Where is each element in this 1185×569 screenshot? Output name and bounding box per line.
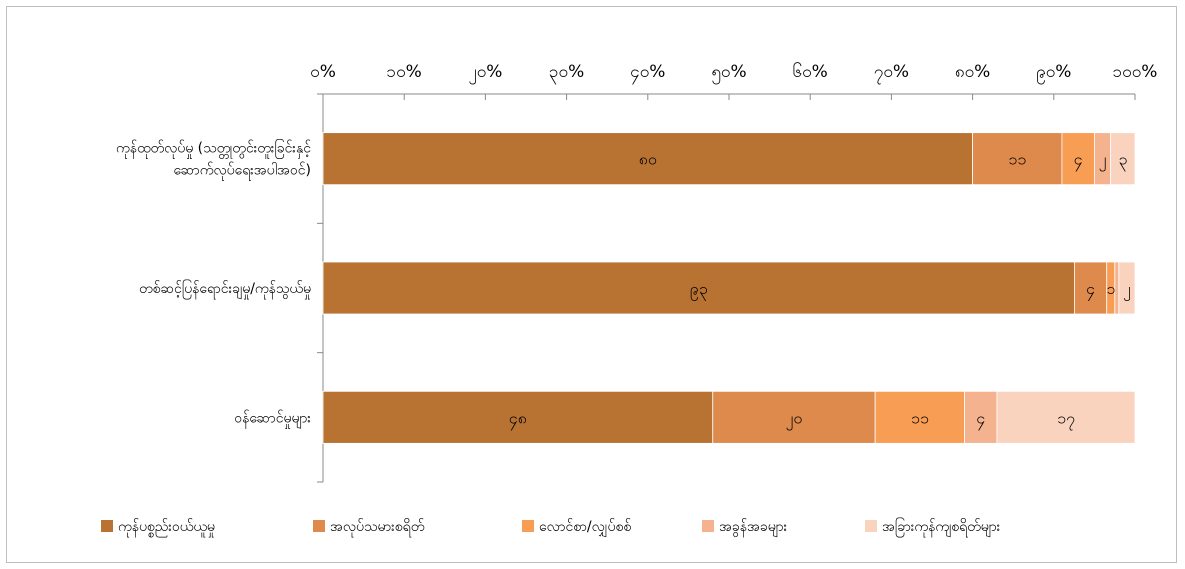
x-tick-label: ၁၀%: [387, 62, 422, 82]
data-label: ၂: [1123, 279, 1131, 301]
legend-label: လောင်စာ/လျှပ်စစ်: [539, 519, 631, 537]
data-label: ၁၁: [1008, 150, 1026, 169]
data-label: ၁၇: [1057, 408, 1075, 430]
bar-segment: [972, 132, 1063, 186]
x-tick-label: ၇၀%: [874, 62, 909, 85]
bar-segment: [1074, 261, 1108, 315]
data-label: ၄: [1074, 150, 1083, 172]
bar-segment: [712, 390, 876, 444]
data-label: ၂: [1099, 150, 1107, 172]
data-label: ၁၁: [911, 408, 929, 427]
legend: ကုန်ပစ္စည်းဝယ်ယူမှု အလုပ်သမားစရိတ် လောင်စာ…: [101, 518, 1001, 537]
legend-label: ကုန်ပစ္စည်းဝယ်ယူမှု: [118, 519, 215, 537]
data-label: ၄: [1086, 279, 1095, 301]
legend-label: အခွန်အခများ: [719, 519, 788, 537]
bar-segment: [322, 390, 714, 444]
bar-segment: [1114, 261, 1120, 315]
x-tick-label: ၃၀%: [549, 62, 584, 85]
legend-label: အခြားကုန်ကျစရိတ်များ: [882, 518, 1001, 537]
x-tick-label: ၁၀၀%: [1113, 62, 1158, 82]
y-axis: [317, 93, 324, 483]
bar-segment: [964, 390, 998, 444]
bar-segment: [1061, 132, 1095, 186]
category-label: ကုန်ထုတ်လုပ်မှု (သတ္တုတွင်းတူးခြင်းနှင့်: [116, 140, 311, 159]
x-tick-label: ၆၀%: [793, 61, 828, 82]
category-label: ဆောက်လုပ်ရေးအပါအဝင်): [173, 163, 311, 181]
x-axis-tick-labels: ၀% ၁၀% ၂၀% ၃၀% ၄၀% ၅၀% ၆၀% ၇၀% ၈၀% ၉၀% ၁၀၀%: [310, 61, 1157, 85]
category-labels: ကုန်ထုတ်လုပ်မှု (သတ္တုတွင်းတူးခြင်းနှင့်…: [116, 140, 311, 429]
legend-swatch: [101, 520, 113, 532]
data-label: ၁: [1106, 279, 1115, 298]
x-tick-label: ၉၀%: [1036, 62, 1071, 85]
x-tick-label: ၈၀%: [955, 62, 990, 82]
x-tick-label: ၅၀%: [711, 62, 746, 85]
bar-segment: [874, 390, 965, 444]
bar-segment: [996, 390, 1136, 444]
x-tick-label: ၀%: [310, 62, 336, 82]
bars: [322, 132, 1136, 444]
stacked-bar-chart: ၀% ၁၀% ၂၀% ၃၀% ၄၀% ၅၀% ၆၀% ၇၀% ၈၀% ၉၀% ၁၀၀% ၈၀ ၁၁၄၂…: [101, 61, 1157, 537]
data-label: ၈၀: [639, 150, 657, 169]
legend-swatch: [702, 520, 714, 532]
legend-label: အလုပ်သမားစရိတ်: [330, 519, 425, 537]
bar-segment: [1110, 132, 1136, 186]
category-label: ဝန်ဆောင်မှုများ: [234, 410, 311, 428]
data-label: ၄၈: [509, 408, 527, 430]
category-label: တစ်ဆင့်ပြန်ရောင်းချမှု/ကုန်သွယ်မှု: [139, 280, 311, 299]
data-label: ၄: [976, 408, 985, 430]
data-labels: ၈၀ ၁၁၄၂၃၉၃၄၁၂၄၈ ၂၀ ၁၁၄၁၇: [509, 150, 1131, 431]
bar-segment: [1118, 261, 1136, 315]
data-label: ၂၀: [786, 408, 803, 430]
bar-segment: [322, 132, 973, 186]
data-label: ၉၃: [690, 279, 708, 301]
data-label: ၃: [1118, 150, 1127, 172]
legend-swatch: [522, 520, 534, 532]
x-tick-label: ၄၀%: [630, 62, 665, 85]
x-axis: [322, 93, 1136, 100]
legend-swatch: [313, 520, 325, 532]
bar-segment: [322, 261, 1075, 315]
chart-frame: ၀% ၁၀% ၂၀% ၃၀% ၄၀% ၅၀% ၆၀% ၇၀% ၈၀% ၉၀% ၁၀၀% ၈၀ ၁၁၄၂…: [6, 6, 1177, 563]
legend-swatch: [865, 520, 877, 532]
x-tick-label: ၂၀%: [468, 62, 502, 85]
